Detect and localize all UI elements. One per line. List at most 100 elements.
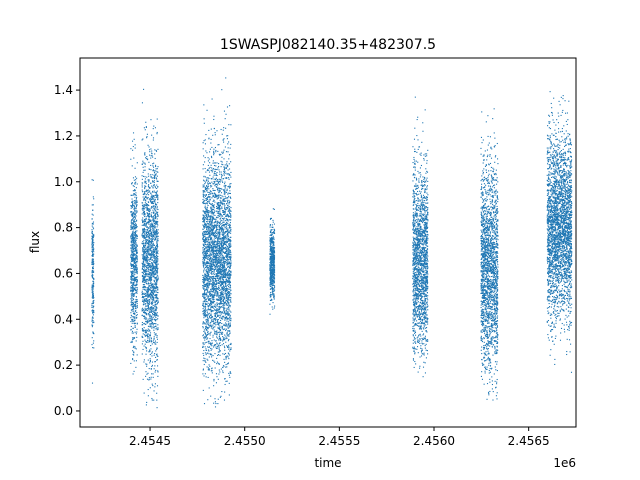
data-point (132, 308, 134, 310)
data-point (223, 171, 225, 174)
data-point (154, 326, 156, 328)
data-point (209, 250, 211, 252)
data-point (145, 203, 147, 205)
data-point (133, 213, 136, 215)
data-point (130, 260, 132, 262)
data-point (93, 321, 95, 323)
data-point (133, 337, 135, 339)
data-point (144, 153, 146, 155)
data-point (209, 151, 211, 153)
data-point (228, 299, 230, 301)
data-point (133, 227, 135, 229)
data-point (148, 243, 150, 245)
data-point (208, 245, 210, 247)
data-point (210, 245, 213, 247)
data-point (212, 247, 214, 249)
data-point (228, 306, 230, 308)
data-point (150, 164, 152, 166)
data-point (136, 354, 138, 356)
data-point (208, 364, 210, 366)
data-point (228, 239, 231, 241)
data-point (228, 293, 230, 295)
data-point (147, 313, 149, 315)
data-point (148, 215, 150, 217)
data-point (213, 127, 215, 129)
data-point (226, 309, 228, 311)
data-point (91, 261, 93, 263)
data-point (136, 301, 138, 303)
data-point (92, 236, 94, 239)
data-point (144, 233, 146, 235)
data-point (156, 264, 158, 267)
data-point (154, 233, 156, 235)
data-point (157, 239, 159, 241)
data-point (154, 238, 156, 240)
data-point (229, 258, 231, 260)
data-point (145, 216, 147, 218)
data-point (212, 310, 214, 312)
data-point (132, 337, 134, 339)
data-point (230, 289, 232, 291)
data-point (213, 318, 215, 320)
data-point (224, 274, 226, 276)
data-point (142, 309, 144, 311)
data-point (144, 185, 146, 187)
data-point (210, 216, 212, 218)
data-point (153, 196, 155, 198)
data-point (150, 148, 152, 150)
data-point (150, 169, 152, 171)
data-point (213, 264, 215, 266)
data-point (147, 221, 149, 223)
data-point (154, 386, 156, 388)
data-point (136, 316, 138, 318)
data-point (136, 235, 138, 237)
data-point (141, 163, 143, 165)
data-point (227, 311, 229, 313)
data-point (133, 239, 136, 241)
data-point (135, 179, 137, 181)
data-point (209, 199, 211, 201)
data-point (148, 351, 150, 353)
data-point (229, 371, 231, 373)
data-point (133, 309, 135, 311)
data-point (143, 301, 145, 304)
data-point (144, 162, 146, 164)
data-point (131, 280, 133, 282)
data-point (214, 256, 216, 258)
data-point (217, 266, 219, 268)
data-point (213, 301, 216, 303)
data-point (131, 215, 133, 217)
data-point (154, 216, 156, 218)
data-point (212, 160, 214, 162)
data-point (157, 370, 159, 372)
data-point (147, 219, 149, 221)
data-point (156, 131, 158, 134)
data-point (154, 239, 156, 241)
data-point (133, 179, 135, 181)
data-point (204, 262, 206, 264)
data-point (156, 283, 158, 285)
data-point (202, 274, 204, 276)
data-point (220, 255, 222, 257)
data-point (132, 239, 134, 241)
data-point (154, 230, 156, 232)
data-point (152, 181, 154, 183)
data-point (133, 352, 135, 354)
data-point (153, 297, 155, 299)
data-point (92, 267, 94, 269)
data-point (227, 272, 229, 274)
data-point (151, 306, 153, 308)
data-point (145, 295, 147, 297)
data-point (149, 334, 151, 336)
data-point (134, 241, 136, 243)
data-point (148, 288, 150, 290)
data-point (150, 297, 152, 299)
data-point (223, 239, 225, 241)
data-point (153, 219, 155, 221)
data-point (228, 295, 230, 297)
data-point (156, 299, 158, 301)
data-point (212, 334, 214, 336)
data-point (132, 299, 134, 301)
data-point (152, 326, 154, 328)
